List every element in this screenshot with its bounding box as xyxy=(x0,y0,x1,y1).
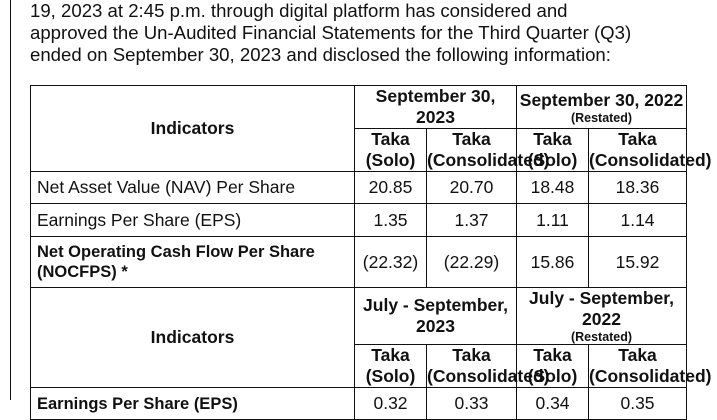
period-title: September 30, 2022 xyxy=(519,89,684,110)
cell-value: 0.32 xyxy=(354,387,427,420)
period-header: July - September, 2023 xyxy=(354,287,517,345)
cell-value: (22.32) xyxy=(354,236,427,288)
intro-paragraph: 19, 2023 at 2:45 p.m. through digital pl… xyxy=(30,0,690,66)
unit-header: Taka (Solo) xyxy=(354,344,427,388)
row-label: Earnings Per Share (EPS) xyxy=(30,203,355,237)
cell-value: (22.29) xyxy=(426,236,517,288)
intro-line: approved the Un-Audited Financial Statem… xyxy=(30,22,632,43)
unit-header: Taka (Solo) xyxy=(516,128,589,172)
intro-line: ended on September 30, 2023 and disclose… xyxy=(30,44,611,65)
period-note: (Restated) xyxy=(570,330,633,344)
table-header-row: Indicators September 30, 2023 September … xyxy=(30,85,687,172)
cell-value: 0.34 xyxy=(516,387,589,420)
units-row: Taka (Solo) Taka (Consolidated) Taka (Solo)… xyxy=(31,128,712,172)
period-note: (Restated) xyxy=(570,110,633,125)
unit-header: Taka (Solo) xyxy=(516,344,589,388)
table-row: Net Operating Cash Flow Per Share (NOCFP… xyxy=(30,236,687,288)
cell-value: 0.35 xyxy=(588,387,687,420)
cell-value: 1.35 xyxy=(354,203,427,237)
cell-value: 1.37 xyxy=(426,203,517,237)
row-label: Net Operating Cash Flow Per Share (NOCFP… xyxy=(30,236,355,288)
cell-value: 20.70 xyxy=(426,171,517,204)
table-row: Earnings Per Share (EPS) 0.32 0.33 0.34 … xyxy=(30,387,687,420)
indicators-header: Indicators xyxy=(30,287,355,388)
cell-value: 18.36 xyxy=(588,171,687,204)
intro-line: 19, 2023 at 2:45 p.m. through digital pl… xyxy=(30,0,568,21)
page-border xyxy=(10,0,11,400)
unit-header: Taka (Solo) xyxy=(354,128,427,172)
period-header: July - September, 2022 (Restated) xyxy=(516,287,687,345)
unit-header: Taka (Consolidated) xyxy=(588,128,712,172)
cell-value: 15.86 xyxy=(516,236,589,288)
period-header: September 30, 2023 xyxy=(354,85,517,129)
cell-value: 18.48 xyxy=(516,171,589,204)
unit-header: Taka (Consolidated) xyxy=(588,344,712,388)
period-title: July - September, 2022 xyxy=(529,288,674,329)
table-row: Net Asset Value (NAV) Per Share 20.85 20… xyxy=(30,171,687,204)
table-row: Earnings Per Share (EPS) 1.35 1.37 1.11 … xyxy=(30,203,687,237)
row-label: Earnings Per Share (EPS) xyxy=(30,387,355,420)
financial-indicators-table: Indicators September 30, 2023 September … xyxy=(30,85,712,420)
unit-header: Taka (Consolidated) xyxy=(426,128,550,172)
cell-value: 0.33 xyxy=(426,387,517,420)
units-row: Taka (Solo) Taka (Consolidated) Taka (Solo)… xyxy=(31,344,712,388)
indicators-header: Indicators xyxy=(30,85,355,172)
cell-value: 1.11 xyxy=(516,203,589,237)
cell-value: 15.92 xyxy=(588,236,687,288)
period-title: September 30, 2023 xyxy=(375,86,496,127)
cell-value: 1.14 xyxy=(588,203,687,237)
period-title: July - September, 2023 xyxy=(363,295,508,336)
unit-header: Taka (Consolidated) xyxy=(426,344,550,388)
period-header: September 30, 2022 (Restated) xyxy=(516,85,687,129)
table-header-row: Indicators July - September, 2023 July -… xyxy=(30,287,687,388)
cell-value: 20.85 xyxy=(354,171,427,204)
row-label: Net Asset Value (NAV) Per Share xyxy=(30,171,355,204)
document-page: 19, 2023 at 2:45 p.m. through digital pl… xyxy=(10,0,712,420)
